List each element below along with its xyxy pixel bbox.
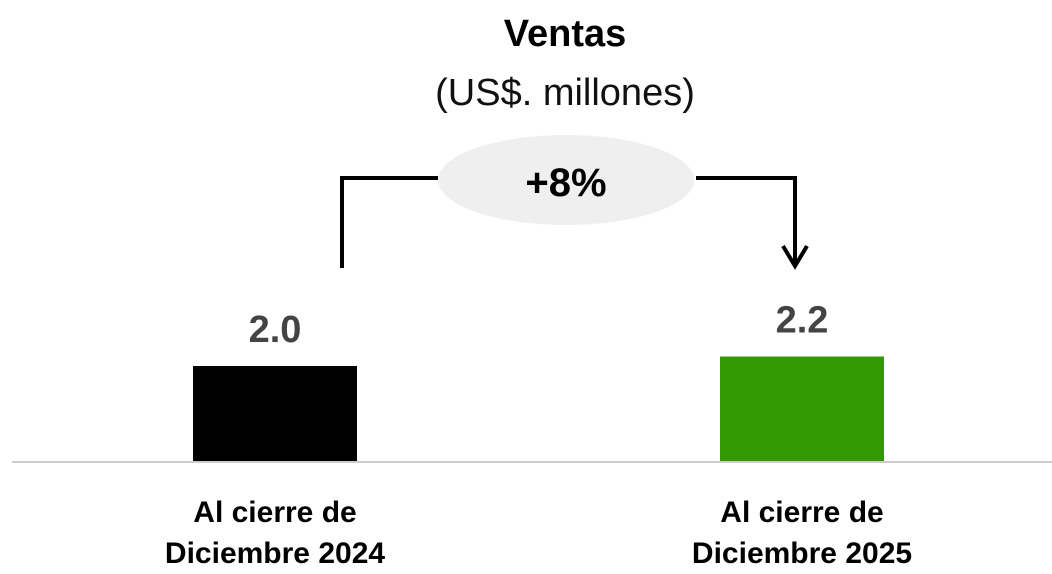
- connector-right: [696, 176, 797, 262]
- connector-left: [340, 176, 438, 268]
- annotation: +8%: [525, 161, 606, 205]
- bar: [720, 356, 884, 461]
- arrow-head: [781, 244, 809, 270]
- annotation-bubble: [438, 135, 694, 225]
- chart-subtitle: (US$. millones): [435, 72, 695, 114]
- x-tick-label: Al cierre de Diciembre 2024: [164, 496, 386, 570]
- value-label: 2.0: [249, 309, 302, 351]
- value-label: 2.2: [776, 300, 829, 342]
- x-tick-label: Al cierre de Diciembre 2025: [691, 496, 913, 570]
- bar: [193, 366, 357, 461]
- chart-title: Ventas: [504, 13, 627, 55]
